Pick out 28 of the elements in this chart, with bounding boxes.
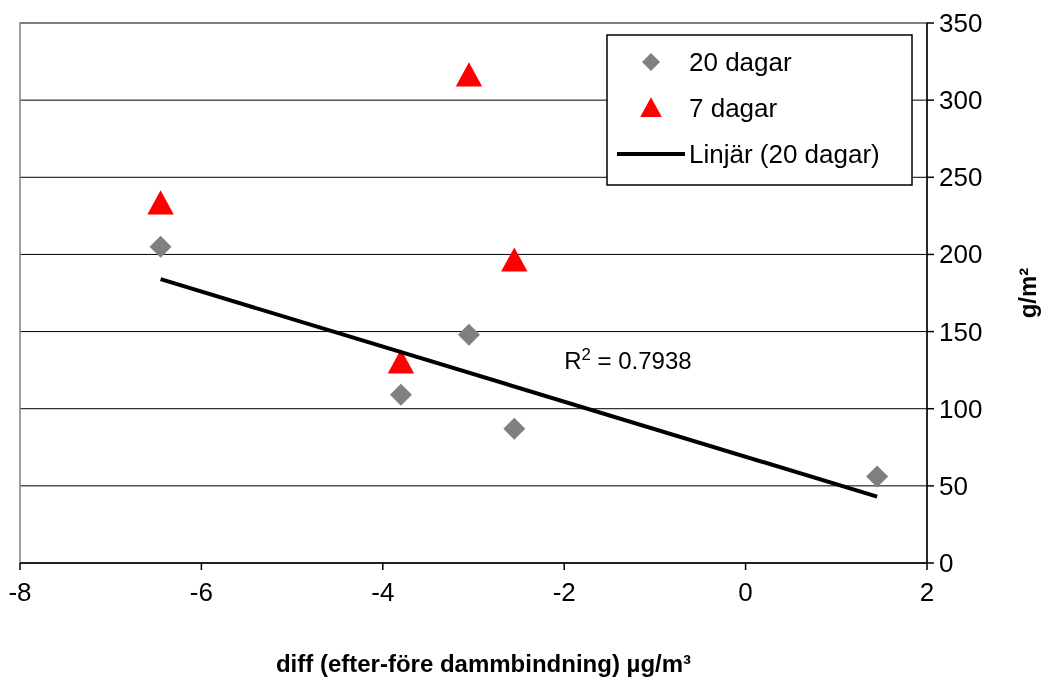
point: [457, 323, 480, 346]
y-tick-label: 50: [939, 470, 968, 501]
point: [455, 62, 483, 87]
annotation: R$^{2}$ = 0.7938: [564, 344, 692, 374]
point: [866, 465, 889, 488]
x-tick-label: -4: [371, 577, 395, 607]
y-tick-label: 0: [939, 548, 954, 578]
y-tick-label: 100: [939, 393, 983, 424]
legend-label: 7 dagar: [689, 93, 778, 123]
y-tick-label: 250: [939, 162, 983, 193]
y-tick-label: 300: [939, 85, 983, 116]
point: [389, 383, 412, 406]
y-tick-label: 350: [939, 8, 983, 38]
legend-label: Linjär (20 dagar): [689, 139, 880, 169]
point: [501, 247, 528, 272]
point: [149, 235, 172, 258]
x-tick-label: 2: [919, 577, 935, 607]
x-tick-label: 0: [738, 577, 753, 607]
x-tick-label: -2: [552, 577, 576, 607]
y-tick-label: 200: [939, 239, 983, 270]
x-axis-title: diff (efter-före dammbindning) µg/m³: [275, 650, 692, 677]
y-axis-title: g/m²: [1014, 267, 1041, 319]
x-tick-label: -8: [8, 577, 32, 607]
point: [503, 417, 526, 440]
x-tick-label: -6: [189, 577, 213, 607]
legend-label: 20 dagar: [689, 47, 792, 77]
y-tick-label: 150: [939, 316, 983, 347]
point: [147, 190, 174, 215]
